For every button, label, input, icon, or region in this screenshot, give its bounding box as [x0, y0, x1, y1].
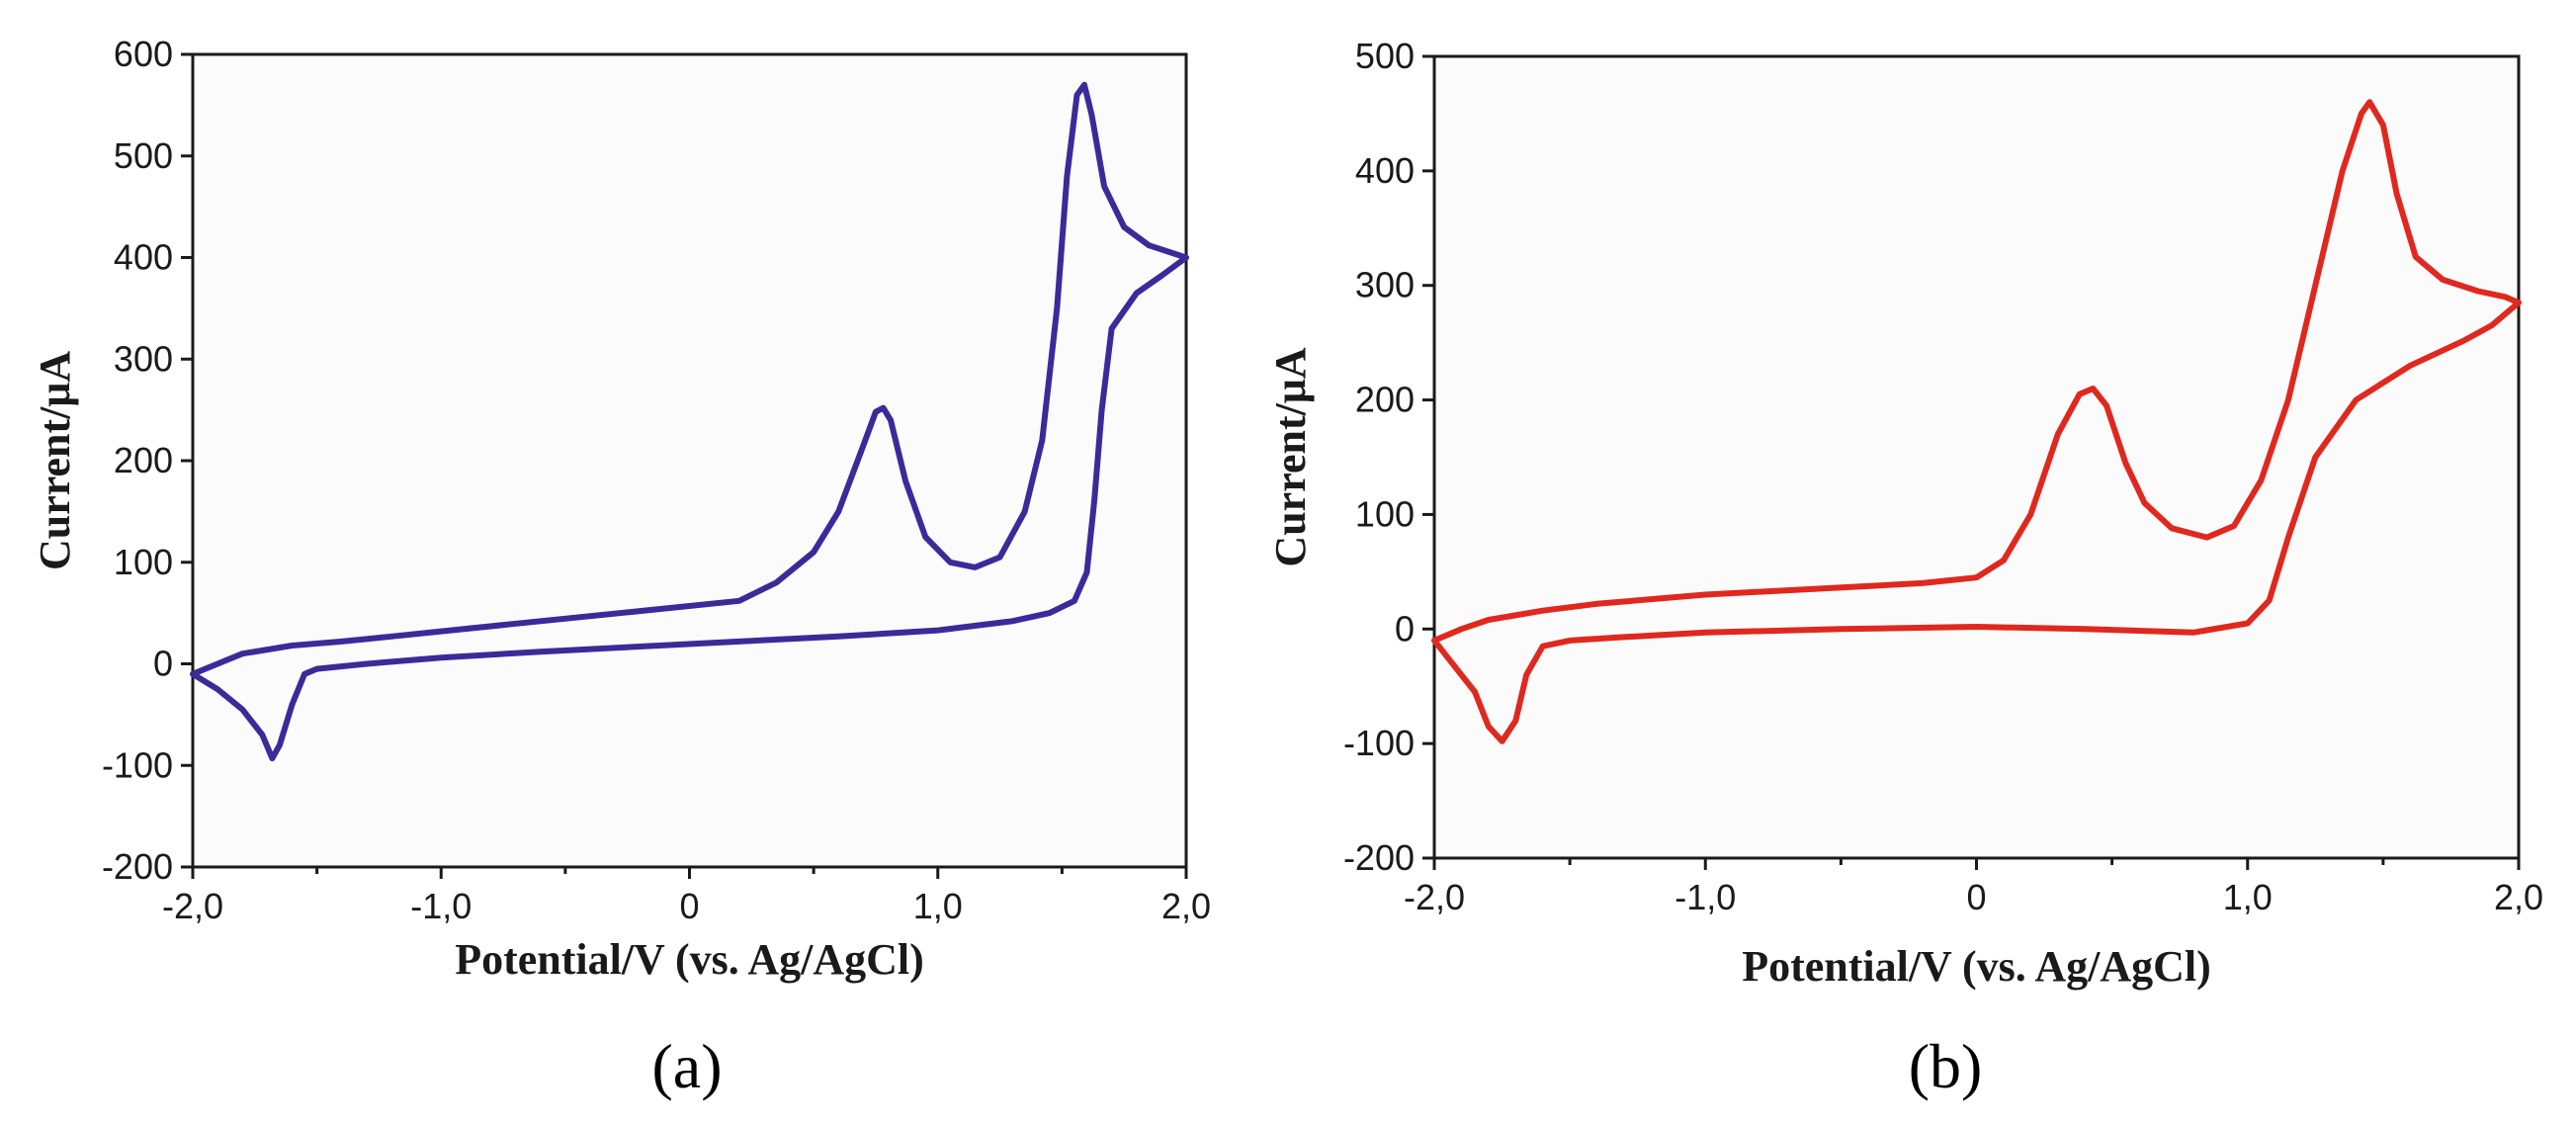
x-axis-title-a: Potential/V (vs. Ag/AgCl)	[455, 935, 924, 984]
y-tick-label-a: 400	[114, 237, 173, 278]
x-tick-label-a: 1,0	[913, 886, 963, 926]
y-tick-label-a: -100	[102, 744, 173, 785]
x-tick-label-a: -2,0	[162, 886, 223, 926]
y-tick-label-a: -200	[102, 846, 173, 887]
y-axis-title-b: Current/μA	[1266, 347, 1315, 566]
x-tick-label-a: 0	[679, 886, 699, 926]
chart-panel-b: -2,0 -1,0 0 1,0 2,0 -200 -100 0 100 200 300 400 500 P…	[1266, 36, 2543, 1101]
y-tick-label-b: 300	[1355, 265, 1415, 305]
panel-label-b: (b)	[1909, 1031, 1983, 1101]
x-tick-label-a: 2,0	[1161, 886, 1211, 926]
y-tick-label-b: -100	[1343, 723, 1415, 763]
y-tick-label-b: -200	[1343, 837, 1415, 878]
panel-label-a: (a)	[651, 1031, 722, 1101]
plot-area-a	[191, 52, 1188, 869]
cv-curve-a	[190, 81, 1189, 762]
x-tick-label-b: 1,0	[2223, 877, 2273, 917]
cv-curve-b	[1431, 99, 2522, 744]
plot-area-b	[1432, 54, 2521, 860]
y-tick-label-a: 300	[114, 338, 173, 379]
y-tick-label-b: 200	[1355, 380, 1415, 420]
y-tick-label-a: 0	[153, 644, 173, 684]
x-tick-label-b: 2,0	[2494, 877, 2543, 917]
chart-panel-a: -2,0 -1,0 0 1,0 2,0 -200 -100 0 100 200 300 400 500 6…	[31, 34, 1211, 1101]
x-axis-title-b: Potential/V (vs. Ag/AgCl)	[1742, 942, 2211, 991]
x-tick-label-a: -1,0	[410, 886, 472, 926]
y-tick-label-b: 0	[1395, 608, 1415, 649]
y-tick-label-b: 100	[1355, 493, 1415, 534]
y-tick-label-a: 100	[114, 542, 173, 582]
y-tick-label-a: 500	[114, 135, 173, 176]
x-tick-label-b: -2,0	[1404, 877, 1465, 917]
y-tick-label-b: 500	[1355, 36, 1415, 76]
x-tick-label-b: 0	[1966, 877, 1986, 917]
y-tick-label-a: 600	[114, 34, 173, 74]
x-tick-label-b: -1,0	[1674, 877, 1736, 917]
y-tick-label-b: 400	[1355, 150, 1415, 191]
y-axis-title-a: Current/μA	[31, 351, 79, 570]
y-tick-label-a: 200	[114, 440, 173, 480]
